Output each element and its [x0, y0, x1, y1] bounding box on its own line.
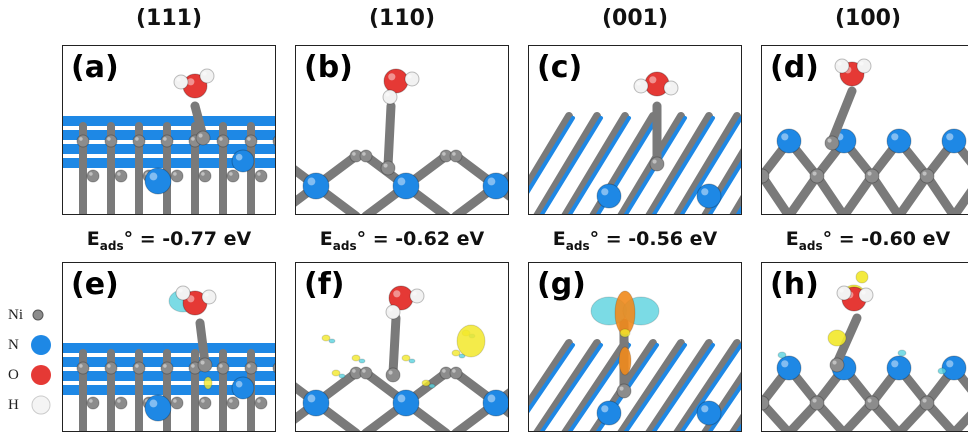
- header-100: (100): [834, 6, 902, 31]
- panel-label-c: (c): [537, 50, 583, 85]
- structure-f: [296, 285, 508, 431]
- structure-e: [63, 285, 275, 431]
- h-atom-icon: [31, 395, 51, 415]
- structure-d: [762, 58, 968, 214]
- panel-h: (h): [761, 262, 968, 432]
- panel-label-g: (g): [537, 267, 586, 302]
- legend-h: H: [8, 390, 58, 420]
- energy-100: Eads° = -0.60 eV: [785, 228, 951, 253]
- panel-label-f: (f): [304, 267, 345, 302]
- energy-111: Eads° = -0.77 eV: [86, 228, 252, 253]
- panel-c: (c): [528, 45, 742, 215]
- structure-c: [529, 71, 741, 214]
- ni-atom-icon: [32, 309, 44, 321]
- structure-b: [296, 68, 508, 214]
- panel-label-d: (d): [770, 50, 819, 85]
- header-110: (110): [368, 6, 436, 31]
- header-111: (111): [135, 6, 203, 31]
- legend-n: N: [8, 330, 58, 360]
- panel-d: (d): [761, 45, 968, 215]
- panel-label-b: (b): [304, 50, 353, 85]
- panel-g: (g): [528, 262, 742, 432]
- panel-label-e: (e): [71, 267, 119, 302]
- structure-a: [63, 68, 275, 214]
- atom-legend: Ni N O H: [8, 300, 58, 420]
- o-atom-icon: [31, 365, 51, 385]
- panel-f: (f): [295, 262, 509, 432]
- header-001: (001): [601, 6, 669, 31]
- panel-e: (e): [62, 262, 276, 432]
- legend-ni: Ni: [8, 300, 58, 330]
- energy-110: Eads° = -0.62 eV: [319, 228, 485, 253]
- n-atom-icon: [31, 335, 51, 355]
- panel-a: (a): [62, 45, 276, 215]
- energy-001: Eads° = -0.56 eV: [552, 228, 718, 253]
- panel-label-a: (a): [71, 50, 119, 85]
- panel-b: (b): [295, 45, 509, 215]
- structure-g: [529, 290, 741, 431]
- panel-label-h: (h): [770, 267, 819, 302]
- legend-o: O: [8, 360, 58, 390]
